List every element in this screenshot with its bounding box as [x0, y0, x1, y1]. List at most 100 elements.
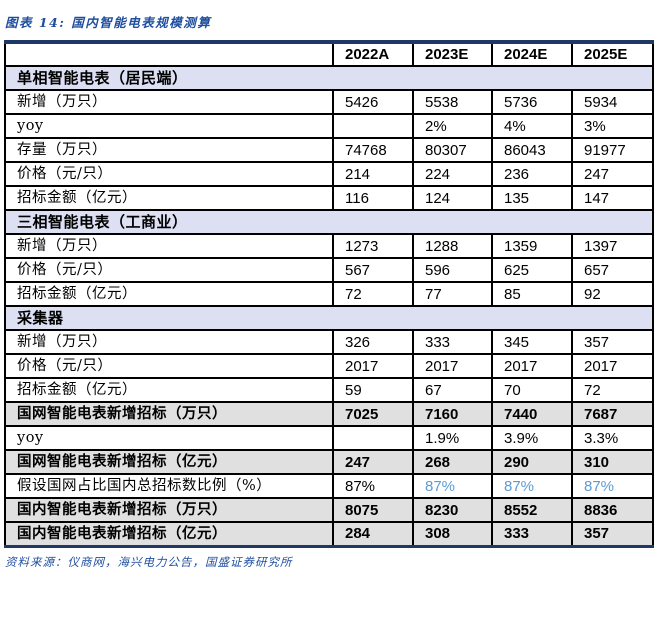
value-cell — [332, 113, 414, 139]
value-cell: 5736 — [491, 89, 573, 115]
value-cell: 5934 — [571, 89, 654, 115]
row-label: 价格（元/只） — [4, 161, 334, 187]
section-header-row: 单相智能电表（居民端） — [4, 65, 654, 91]
section-label: 采集器 — [4, 305, 654, 331]
value-cell: 3% — [571, 113, 654, 139]
value-cell: 7687 — [571, 401, 654, 427]
value-cell: 72 — [571, 377, 654, 403]
row-label: yoy — [4, 113, 334, 139]
value-cell: 236 — [491, 161, 573, 187]
value-cell: 2017 — [491, 353, 573, 379]
value-cell: 77 — [412, 281, 493, 307]
value-cell: 5538 — [412, 89, 493, 115]
report-figure-page: 图表 14: 国内智能电表规模测算 2022A 2023E 2024E 2025E 单… — [4, 15, 654, 569]
value-cell: 8075 — [332, 497, 414, 523]
value-cell: 290 — [491, 449, 573, 475]
row-label: 国内智能电表新增招标（万只） — [4, 497, 334, 523]
value-cell: 59 — [332, 377, 414, 403]
value-cell: 124 — [412, 185, 493, 211]
row-label: yoy — [4, 425, 334, 451]
row-label: 招标金额（亿元） — [4, 281, 334, 307]
figure-title: 图表 14: 国内智能电表规模测算 — [5, 15, 212, 30]
row-label: 招标金额（亿元） — [4, 377, 334, 403]
corner-empty-cell — [4, 41, 334, 67]
table-row: 招标金额（亿元） 72 77 85 92 — [4, 281, 654, 307]
value-cell: 284 — [332, 521, 414, 547]
value-cell: 91977 — [571, 137, 654, 163]
row-label: 价格（元/只） — [4, 257, 334, 283]
value-cell: 1397 — [571, 233, 654, 259]
value-cell: 357 — [571, 329, 654, 355]
source-note: 资料来源：仪商网，海兴电力公告，国盛证券研究所 — [5, 554, 293, 569]
value-cell: 1273 — [332, 233, 414, 259]
table-body: 单相智能电表（居民端） 新增（万只） 5426 5538 5736 5934 yoy 2% 4%… — [4, 65, 654, 547]
row-label: 国网智能电表新增招标（亿元） — [4, 449, 334, 475]
table-row: 假设国网占比国内总招标数比例（%） 87% 87% 87% 87% — [4, 473, 654, 499]
year-column-header: 2025E — [571, 41, 654, 67]
value-cell: 86043 — [491, 137, 573, 163]
year-column-header: 2023E — [412, 41, 493, 67]
value-cell: 3.3% — [571, 425, 654, 451]
value-cell: 326 — [332, 329, 414, 355]
value-cell: 1359 — [491, 233, 573, 259]
value-cell: 247 — [571, 161, 654, 187]
value-cell: 5426 — [332, 89, 414, 115]
value-cell: 308 — [412, 521, 493, 547]
row-label: 新增（万只） — [4, 329, 334, 355]
section-header-row: 三相智能电表（工商业） — [4, 209, 654, 235]
value-cell: 1288 — [412, 233, 493, 259]
value-cell: 333 — [491, 521, 573, 547]
table-row: 存量（万只） 74768 80307 86043 91977 — [4, 137, 654, 163]
value-cell: 2% — [412, 113, 493, 139]
value-cell: 1.9% — [412, 425, 493, 451]
value-cell: 214 — [332, 161, 414, 187]
row-label: 存量（万只） — [4, 137, 334, 163]
value-cell: 8552 — [491, 497, 573, 523]
year-column-header: 2024E — [491, 41, 573, 67]
summary-row: 国网智能电表新增招标（万只） 7025 7160 7440 7687 — [4, 401, 654, 427]
row-label: 价格（元/只） — [4, 353, 334, 379]
table-row: 新增（万只） 1273 1288 1359 1397 — [4, 233, 654, 259]
summary-row: 国内智能电表新增招标（亿元） 284 308 333 357 — [4, 521, 654, 547]
value-cell: 625 — [491, 257, 573, 283]
table-row: yoy 2% 4% 3% — [4, 113, 654, 139]
row-label: 招标金额（亿元） — [4, 185, 334, 211]
value-cell: 74768 — [332, 137, 414, 163]
table-row: 价格（元/只） 214 224 236 247 — [4, 161, 654, 187]
summary-row: 国网智能电表新增招标（亿元） 247 268 290 310 — [4, 449, 654, 475]
value-cell: 596 — [412, 257, 493, 283]
value-cell: 8836 — [571, 497, 654, 523]
value-cell: 2017 — [571, 353, 654, 379]
row-label: 国网智能电表新增招标（万只） — [4, 401, 334, 427]
value-cell: 345 — [491, 329, 573, 355]
table-row: 招标金额（亿元） 116 124 135 147 — [4, 185, 654, 211]
value-cell: 7025 — [332, 401, 414, 427]
row-label: 假设国网占比国内总招标数比例（%） — [4, 473, 334, 499]
table-row: 价格（元/只） 2017 2017 2017 2017 — [4, 353, 654, 379]
value-cell: 3.9% — [491, 425, 573, 451]
value-cell: 116 — [332, 185, 414, 211]
value-cell: 7160 — [412, 401, 493, 427]
value-cell: 268 — [412, 449, 493, 475]
row-label: 新增（万只） — [4, 233, 334, 259]
value-cell: 2017 — [412, 353, 493, 379]
value-cell: 87% — [491, 473, 573, 499]
row-label: 新增（万只） — [4, 89, 334, 115]
value-cell: 92 — [571, 281, 654, 307]
year-column-header: 2022A — [332, 41, 414, 67]
value-cell: 70 — [491, 377, 573, 403]
value-cell: 67 — [412, 377, 493, 403]
value-cell: 87% — [571, 473, 654, 499]
summary-row: 国内智能电表新增招标（万只） 8075 8230 8552 8836 — [4, 497, 654, 523]
row-label: 国内智能电表新增招标（亿元） — [4, 521, 334, 547]
table-row: 价格（元/只） 567 596 625 657 — [4, 257, 654, 283]
value-cell: 8230 — [412, 497, 493, 523]
table-head: 2022A 2023E 2024E 2025E — [4, 41, 654, 67]
section-header-row: 采集器 — [4, 305, 654, 331]
value-cell: 357 — [571, 521, 654, 547]
value-cell: 87% — [332, 473, 414, 499]
value-cell: 135 — [491, 185, 573, 211]
value-cell: 333 — [412, 329, 493, 355]
value-cell: 85 — [491, 281, 573, 307]
year-header-row: 2022A 2023E 2024E 2025E — [4, 41, 654, 67]
